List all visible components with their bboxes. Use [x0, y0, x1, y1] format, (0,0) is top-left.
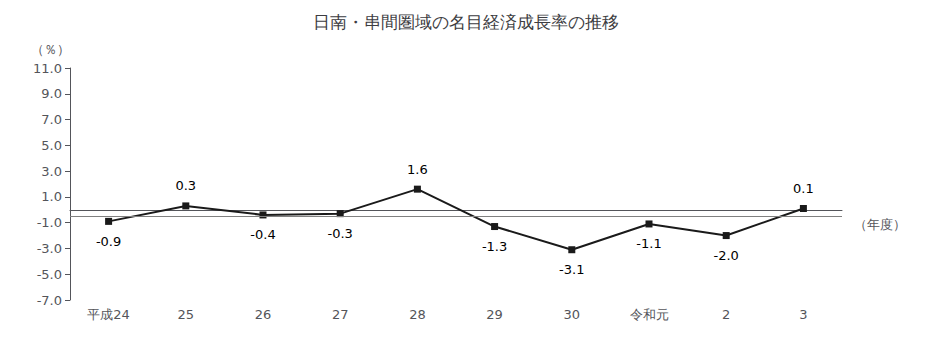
svg-text:平成24: 平成24	[87, 307, 130, 322]
svg-text:-7.0: -7.0	[37, 293, 62, 308]
svg-text:7.0: 7.0	[41, 112, 62, 127]
svg-text:-0.3: -0.3	[328, 226, 353, 241]
svg-text:-1.0: -1.0	[37, 215, 62, 230]
svg-text:-0.4: -0.4	[250, 227, 275, 242]
svg-text:3: 3	[799, 307, 807, 322]
svg-text:-2.0: -2.0	[714, 248, 739, 263]
svg-text:日南・串間圏域の名目経済成長率の推移: 日南・串間圏域の名目経済成長率の推移	[313, 12, 619, 32]
svg-text:（％）: （％）	[31, 42, 70, 57]
svg-text:（年度）: （年度）	[854, 217, 906, 232]
svg-text:-0.9: -0.9	[96, 234, 121, 249]
svg-text:5.0: 5.0	[41, 138, 62, 153]
svg-text:1.0: 1.0	[41, 189, 62, 204]
svg-text:9.0: 9.0	[41, 86, 62, 101]
svg-text:29: 29	[486, 307, 503, 322]
svg-text:2: 2	[722, 307, 730, 322]
svg-text:30: 30	[564, 307, 581, 322]
svg-text:11.0: 11.0	[33, 61, 62, 76]
svg-text:-1.1: -1.1	[636, 236, 661, 251]
svg-text:28: 28	[409, 307, 426, 322]
svg-text:0.1: 0.1	[793, 181, 814, 196]
svg-text:-3.0: -3.0	[37, 241, 62, 256]
svg-text:25: 25	[178, 307, 195, 322]
svg-text:27: 27	[332, 307, 349, 322]
svg-text:-1.3: -1.3	[482, 239, 507, 254]
svg-text:0.3: 0.3	[175, 178, 196, 193]
svg-text:1.6: 1.6	[407, 162, 428, 177]
svg-text:令和元: 令和元	[630, 307, 669, 322]
svg-text:-5.0: -5.0	[37, 267, 62, 282]
svg-text:26: 26	[255, 307, 272, 322]
svg-text:3.0: 3.0	[41, 164, 62, 179]
svg-text:-3.1: -3.1	[559, 262, 584, 277]
